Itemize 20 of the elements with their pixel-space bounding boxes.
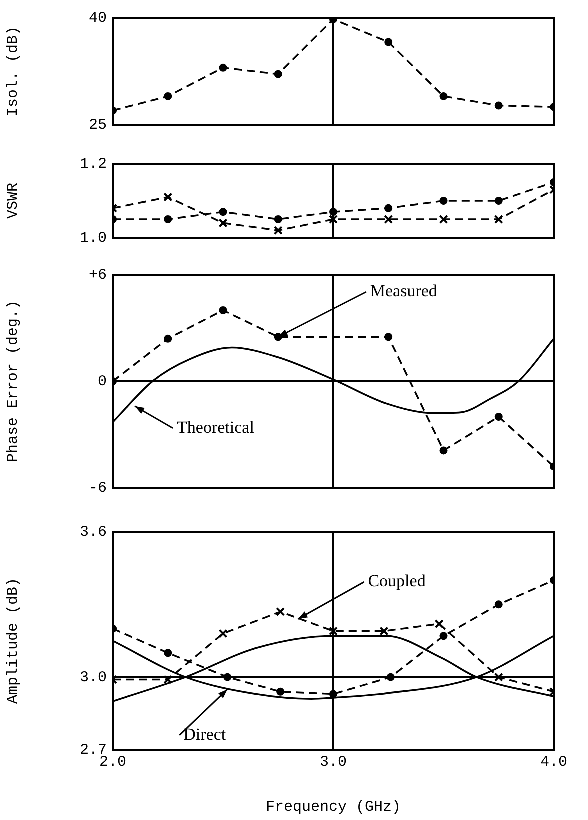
y-tick-label: 3.6 <box>80 524 107 541</box>
y-tick-label: -6 <box>88 480 107 497</box>
y-axis-title: Phase Error (deg.) <box>4 300 22 463</box>
annotation: Direct <box>184 724 226 744</box>
x-tick-label: 4.0 <box>540 754 568 771</box>
annotation: Theoretical <box>177 418 255 437</box>
y-axis-title: VSWR <box>4 182 22 220</box>
y-tick-label: 0 <box>98 373 107 390</box>
annotation: Coupled <box>368 572 426 591</box>
y-axis-title: Isol. (dB) <box>4 26 22 117</box>
x-axis-title: Frequency (GHz) <box>266 798 402 816</box>
y-tick-label: 25 <box>88 116 107 134</box>
x-tick-label: 3.0 <box>320 754 348 771</box>
annotation: Measured <box>370 282 438 301</box>
y-tick-label: 40 <box>88 10 107 27</box>
y-axis-title: Amplitude (dB) <box>4 578 22 704</box>
y-tick-label: 3.0 <box>80 669 107 686</box>
y-tick-label: +6 <box>88 266 107 284</box>
y-tick-label: 1.0 <box>80 230 107 247</box>
y-tick-label: 1.2 <box>80 156 107 173</box>
